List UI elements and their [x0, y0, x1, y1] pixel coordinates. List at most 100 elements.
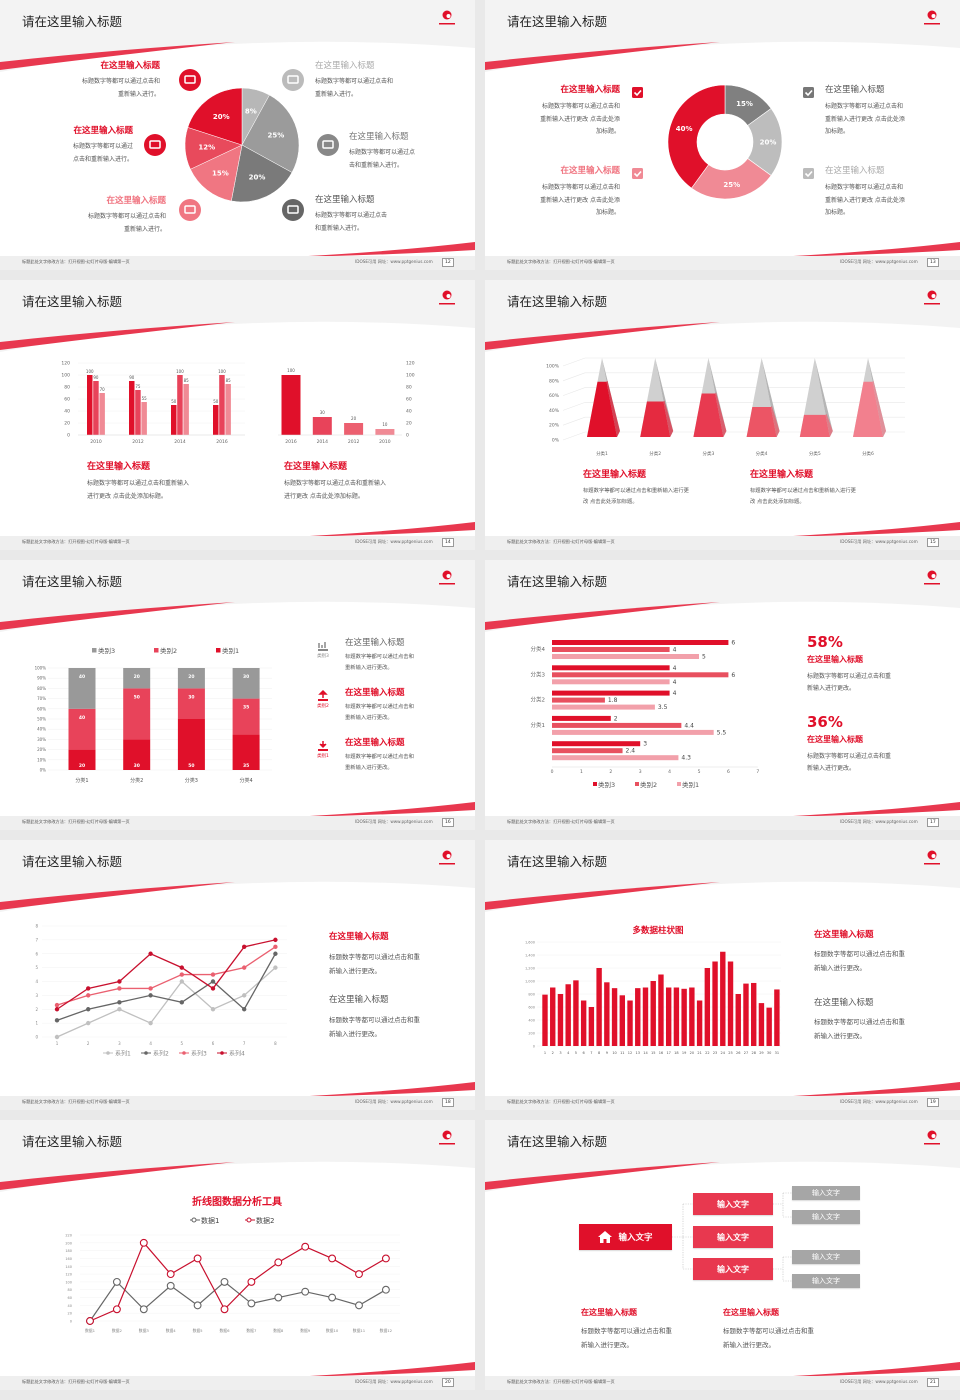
- bar-value-label: 4: [673, 647, 677, 654]
- leaf-node[interactable]: 输入文字: [792, 1274, 860, 1288]
- y-tick-label: 100: [61, 373, 70, 379]
- item-description: 进行更改 点击此处添加标题。: [87, 493, 167, 500]
- leaf-node[interactable]: 输入文字: [792, 1186, 860, 1200]
- x-tick-label: 数据7: [246, 1328, 257, 1333]
- item-description: 标题数字等都可以通过点击和: [345, 754, 414, 760]
- x-tick-label: 0: [551, 769, 554, 775]
- mid-node[interactable]: 输入文字: [693, 1258, 773, 1280]
- item-description: 加标题。: [595, 128, 620, 135]
- bar: [766, 1007, 772, 1046]
- x-tick-label: 3: [559, 1051, 561, 1055]
- legend-label: 系列3: [191, 1050, 207, 1058]
- bar-value-label: 3: [643, 741, 647, 748]
- x-tick-label: 数据6: [219, 1328, 230, 1333]
- data-point: [148, 986, 153, 991]
- x-tick-label: 21: [697, 1051, 701, 1055]
- slide-16: 请在这里输入标题 标题此处文字修改方法：打开视图-幻灯片母版-编辑第一页 IDOSE…: [0, 560, 475, 830]
- item-description: 重新输入进行更改。: [345, 765, 393, 771]
- x-tick-label: 31: [775, 1051, 779, 1055]
- y-tick-label: 40%: [549, 408, 560, 414]
- series-line: [89, 1241, 387, 1322]
- item-description: 标题数字等都可以通过点击和重新输入进行更: [583, 488, 689, 494]
- pie-slice: [190, 144, 243, 202]
- slide-21: 请在这里输入标题 标题此处文字修改方法：打开视图-幻灯片母版-编辑第一页 IDOSE…: [485, 1120, 960, 1390]
- footer-website: IDOSE可用 网址：www.pptgenius.com: [840, 1379, 918, 1384]
- x-tick-label: 数据11: [353, 1328, 366, 1333]
- data-point: [328, 1293, 337, 1302]
- bar: [375, 429, 395, 435]
- x-tick-label: 2016: [216, 439, 228, 445]
- item-title: 在这里输入标题: [284, 462, 348, 472]
- bar: [213, 405, 219, 435]
- item-description: 标题数字等都可以通过点击和重: [329, 953, 420, 961]
- item-description: 标题数字等都可以通过点击和重: [807, 753, 892, 760]
- bar: [552, 647, 670, 652]
- bar: [552, 690, 670, 696]
- slide-title: 请在这里输入标题: [507, 294, 608, 309]
- item-description: 标题数字等都可以通过点击和重: [814, 950, 905, 958]
- data-point: [273, 965, 278, 970]
- footer-website: IDOSE可用 网址：www.pptgenius.com: [355, 1099, 433, 1104]
- slide-title: 请在这里输入标题: [507, 854, 608, 869]
- bar-value-label: 2: [614, 715, 618, 722]
- x-tick-label: 1: [544, 1051, 546, 1055]
- bar: [135, 390, 141, 435]
- bar: [552, 741, 641, 747]
- stacked-bar-segment: [68, 749, 96, 770]
- legend-label: 类别3: [98, 646, 115, 655]
- y-tick-label: 0: [533, 1045, 535, 1049]
- y-tick-label: 60: [406, 397, 412, 403]
- x-tick-label: 14: [643, 1051, 648, 1055]
- bar: [689, 987, 695, 1046]
- item-description: 重新输入进行更改。: [345, 715, 393, 721]
- x-tick-label: 分类3: [702, 450, 714, 457]
- x-tick-label: 分类4: [756, 450, 768, 457]
- page-number: 21: [927, 1378, 939, 1388]
- logo-icon: [439, 290, 455, 305]
- legend-swatch: [92, 648, 97, 653]
- mid-node[interactable]: 输入文字: [693, 1226, 773, 1248]
- y-tick-label: 20%: [37, 747, 46, 752]
- x-tick-label: 4: [668, 769, 671, 775]
- item-description: 标题数字等都可以通过点击和重: [807, 673, 892, 680]
- y-tick-label: 220: [65, 1234, 72, 1238]
- root-node[interactable]: 输入文字: [579, 1224, 672, 1250]
- item-title: 在这里输入标题: [73, 126, 133, 136]
- bar: [542, 994, 548, 1046]
- footer-website: IDOSE可用 网址：www.pptgenius.com: [840, 539, 918, 544]
- item-description: 新输入进行更改。: [329, 967, 381, 975]
- y-tick-label: 400: [528, 1019, 535, 1023]
- x-tick-label: 10: [612, 1051, 616, 1055]
- pie-slice: [241, 94, 300, 173]
- x-tick-label: 1: [580, 769, 583, 775]
- y-tick-label: 2: [35, 1007, 38, 1012]
- x-tick-label: 19: [682, 1051, 686, 1055]
- data-point: [117, 986, 122, 991]
- bar: [99, 393, 105, 435]
- mid-node[interactable]: 输入文字: [693, 1193, 773, 1215]
- slide-title: 请在这里输入标题: [22, 1134, 123, 1149]
- y-tick-label: 180: [65, 1249, 72, 1253]
- y-tick-label: 80: [68, 1288, 72, 1292]
- data-point: [273, 944, 278, 950]
- item-description: 标题数字等都可以通过点击和: [87, 213, 166, 220]
- logo-icon: [439, 10, 455, 25]
- bar: [758, 1003, 765, 1046]
- bar: [619, 995, 625, 1046]
- legend-swatch: [154, 648, 159, 653]
- stat-percentage: 36%: [807, 713, 843, 731]
- series-line: [56, 953, 276, 1021]
- data-point: [179, 972, 184, 977]
- segment-label: 30: [243, 674, 249, 680]
- segment-label: 50: [188, 763, 194, 769]
- item-title: 在这里输入标题: [87, 462, 151, 472]
- y-tick-label: 70%: [37, 696, 46, 701]
- x-tick-label: 25: [728, 1051, 732, 1055]
- page-number: 18: [442, 1098, 454, 1108]
- bar-value-label: 100: [86, 369, 94, 374]
- data-point: [179, 979, 184, 984]
- leaf-node[interactable]: 输入文字: [792, 1250, 860, 1264]
- y-tick-label: 160: [65, 1257, 72, 1261]
- leaf-node[interactable]: 输入文字: [792, 1210, 860, 1224]
- bar: [580, 1000, 587, 1046]
